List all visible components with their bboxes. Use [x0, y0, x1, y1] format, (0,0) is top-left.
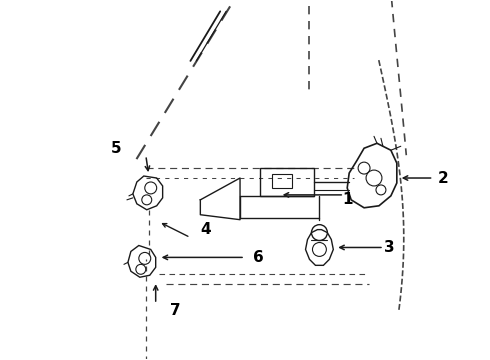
Text: 4: 4 [200, 222, 211, 237]
Text: 5: 5 [111, 141, 122, 156]
Text: 1: 1 [342, 192, 352, 207]
Bar [260, 168, 315, 196]
Bar [272, 174, 292, 188]
Text: 2: 2 [438, 171, 449, 185]
Text: 7: 7 [170, 303, 181, 319]
Text: 3: 3 [384, 240, 394, 255]
Text: 6: 6 [252, 250, 263, 265]
